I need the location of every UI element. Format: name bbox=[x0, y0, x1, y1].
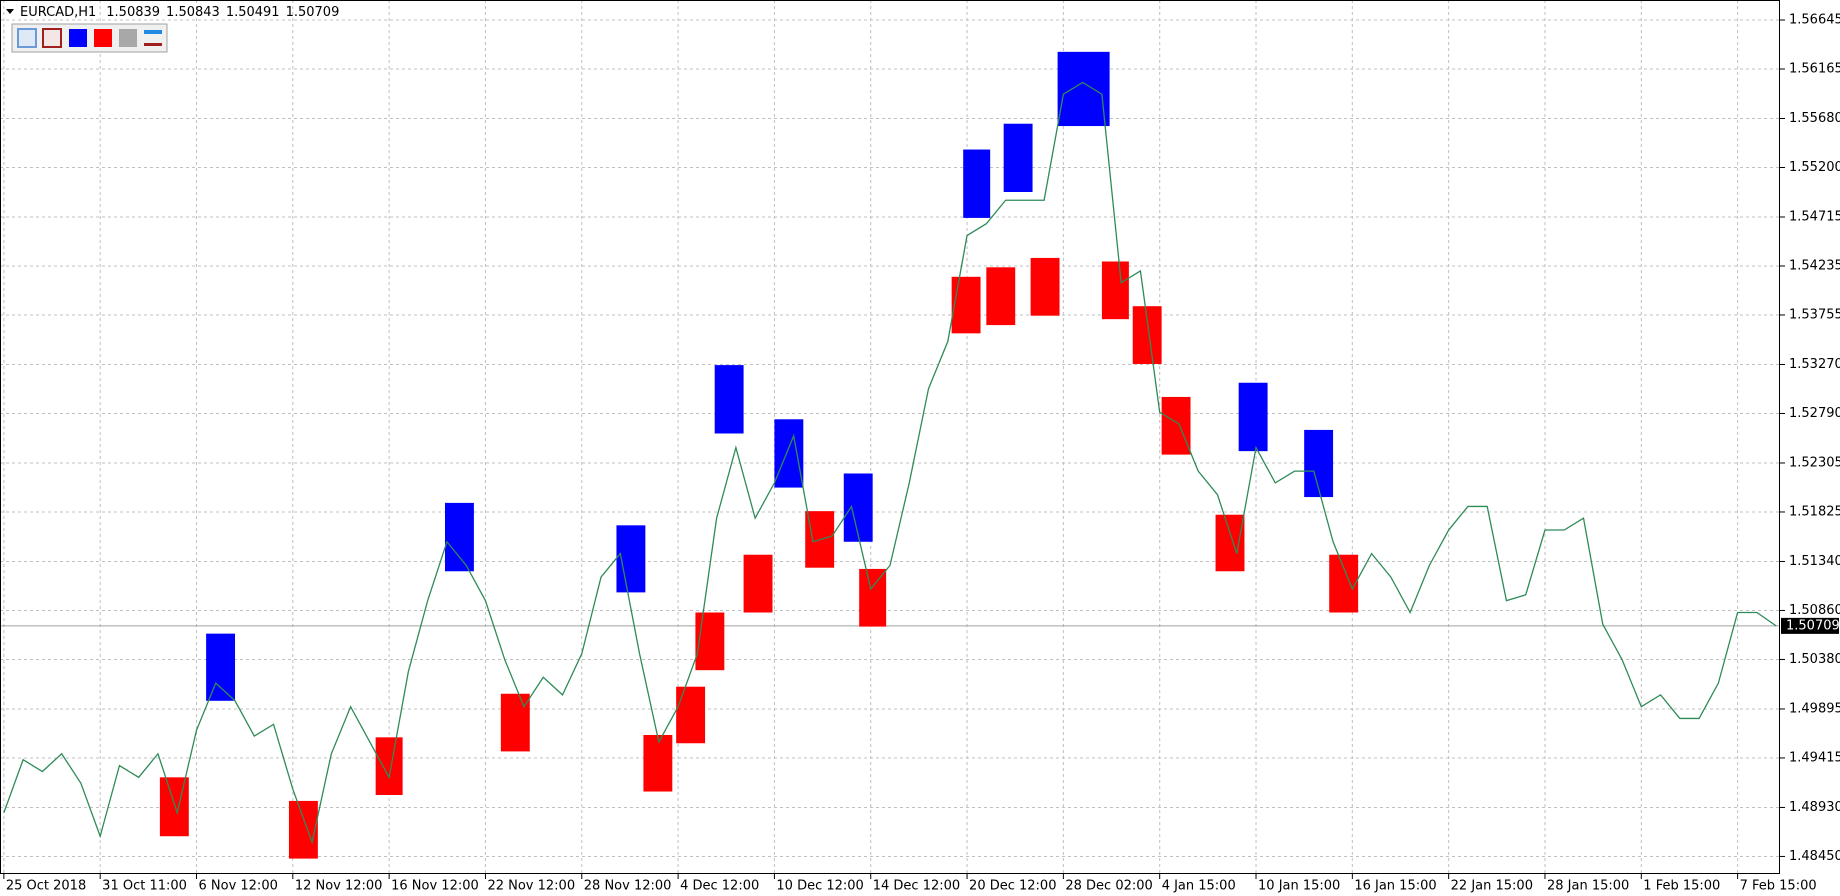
x-tick-label: 28 Nov 12:00 bbox=[584, 879, 672, 894]
x-tick-label: 31 Oct 11:00 bbox=[102, 879, 187, 894]
zone-box bbox=[1329, 554, 1359, 613]
tool-line-red[interactable] bbox=[144, 43, 162, 46]
zone-box bbox=[500, 693, 530, 752]
tool-rect-red[interactable] bbox=[42, 28, 62, 48]
y-tick-label: 1.52305 bbox=[1789, 455, 1840, 470]
x-tick-label: 7 Feb 15:00 bbox=[1740, 879, 1817, 894]
zone-box bbox=[375, 737, 403, 796]
toolbar bbox=[11, 23, 168, 53]
x-tick-label: 28 Jan 15:00 bbox=[1547, 879, 1629, 894]
zone-box bbox=[1304, 429, 1334, 498]
zone-box bbox=[445, 502, 474, 572]
zone-box bbox=[643, 734, 673, 792]
plot-layer bbox=[0, 0, 1780, 874]
y-tick-label: 1.50860 bbox=[1789, 603, 1840, 618]
zone-box bbox=[1161, 396, 1191, 455]
zone-box bbox=[951, 276, 981, 334]
y-tick-label: 1.54715 bbox=[1789, 209, 1840, 224]
zone-box bbox=[1030, 257, 1060, 316]
x-tick-label: 10 Dec 12:00 bbox=[776, 879, 863, 894]
y-tick-label: 1.55200 bbox=[1789, 160, 1840, 175]
y-tick-label: 1.48450 bbox=[1789, 849, 1840, 864]
x-tick-label: 10 Jan 15:00 bbox=[1258, 879, 1340, 894]
zone-box bbox=[774, 419, 804, 488]
zone-box bbox=[743, 554, 773, 613]
zone-box bbox=[859, 568, 887, 627]
zone-box bbox=[206, 633, 236, 701]
y-tick-label: 1.49415 bbox=[1789, 750, 1840, 765]
current-price-label: 1.50709 bbox=[1786, 618, 1840, 633]
zone-box bbox=[714, 365, 744, 434]
plot-frame bbox=[0, 0, 1780, 874]
zone-box bbox=[159, 777, 189, 837]
y-tick-label: 1.56165 bbox=[1789, 61, 1840, 76]
chart-header: EURCAD,H1 1.50839 1.50843 1.50491 1.50709 bbox=[20, 5, 339, 20]
zone-box bbox=[1215, 514, 1245, 572]
tool-line-blue[interactable] bbox=[144, 30, 162, 34]
x-tick-label: 4 Dec 12:00 bbox=[680, 879, 759, 894]
zone-box bbox=[676, 686, 706, 744]
x-tick-label: 25 Oct 2018 bbox=[6, 879, 86, 894]
y-tick-label: 1.50380 bbox=[1789, 652, 1840, 667]
zone-box bbox=[986, 267, 1016, 326]
tool-fill-red[interactable] bbox=[94, 29, 112, 47]
x-tick-label: 28 Dec 02:00 bbox=[1065, 879, 1152, 894]
y-tick-label: 1.51825 bbox=[1789, 504, 1840, 519]
x-tick-label: 22 Nov 12:00 bbox=[487, 879, 575, 894]
x-tick-label: 20 Dec 12:00 bbox=[969, 879, 1056, 894]
y-tick-label: 1.55680 bbox=[1789, 111, 1840, 126]
x-tick-label: 6 Nov 12:00 bbox=[198, 879, 277, 894]
toolbar-panel bbox=[11, 23, 168, 53]
price-line bbox=[3, 81, 1777, 845]
current-price-box bbox=[1781, 617, 1839, 634]
zone-box bbox=[695, 612, 725, 671]
y-tick-label: 1.53270 bbox=[1789, 357, 1840, 372]
zone-box bbox=[1132, 306, 1162, 364]
y-tick-label: 1.48930 bbox=[1789, 800, 1840, 815]
tool-fill-blue[interactable] bbox=[69, 29, 87, 47]
quote-high: 1.50843 bbox=[166, 5, 220, 20]
quote-close: 1.50709 bbox=[286, 5, 340, 20]
x-tick-label: 12 Nov 12:00 bbox=[295, 879, 383, 894]
x-tick-label: 1 Feb 15:00 bbox=[1643, 879, 1720, 894]
zone-box bbox=[1238, 382, 1268, 452]
zone-box bbox=[963, 149, 991, 218]
x-tick-label: 16 Jan 15:00 bbox=[1354, 879, 1436, 894]
zone-box bbox=[843, 473, 873, 542]
y-tick-label: 1.54235 bbox=[1789, 258, 1840, 273]
x-tick-label: 22 Jan 15:00 bbox=[1451, 879, 1533, 894]
zone-box bbox=[1003, 123, 1033, 192]
zone-box bbox=[1101, 261, 1129, 320]
y-tick-label: 1.53755 bbox=[1789, 307, 1840, 322]
y-tick-label: 1.52790 bbox=[1789, 406, 1840, 421]
quote-low: 1.50491 bbox=[226, 5, 280, 20]
x-tick-label: 14 Dec 12:00 bbox=[873, 879, 960, 894]
zone-box bbox=[1057, 51, 1110, 127]
y-tick-label: 1.56645 bbox=[1789, 13, 1840, 28]
zone-box bbox=[288, 800, 318, 859]
y-tick-label: 1.49895 bbox=[1789, 701, 1840, 716]
tool-fill-gray[interactable] bbox=[119, 29, 137, 47]
x-tick-label: 16 Nov 12:00 bbox=[391, 879, 479, 894]
x-tick-label: 4 Jan 15:00 bbox=[1162, 879, 1236, 894]
tool-rect-blue[interactable] bbox=[17, 28, 37, 48]
y-tick-label: 1.51340 bbox=[1789, 554, 1840, 569]
symbol: EURCAD,H1 bbox=[20, 5, 96, 20]
menu-arrow[interactable] bbox=[6, 9, 14, 14]
quote-open: 1.50839 bbox=[106, 5, 160, 20]
